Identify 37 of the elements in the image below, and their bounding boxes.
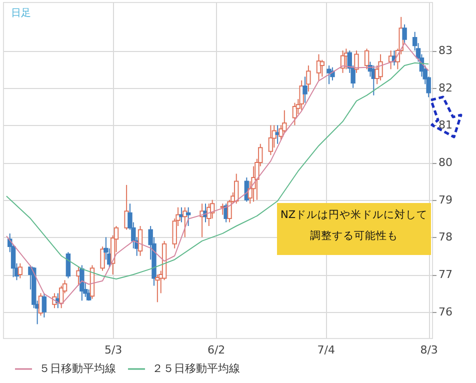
- candlestick: [182, 206, 188, 238]
- candlestick: [326, 64, 332, 85]
- y-tick-label: 78: [438, 230, 452, 244]
- candlestick: [155, 274, 160, 303]
- y-tick-label: 83: [438, 44, 452, 58]
- y-tick-label: 79: [438, 193, 452, 206]
- line-series: [6, 42, 430, 305]
- y-tick-label: 81: [438, 118, 452, 132]
- candlestick: [402, 24, 407, 44]
- candlestick: [186, 206, 191, 226]
- candlestick: [42, 292, 47, 318]
- candlestick: [354, 50, 359, 74]
- candlestick: [299, 80, 304, 111]
- candlestick: [302, 76, 308, 104]
- x-tick-label: 6/2: [207, 344, 226, 356]
- legend-label: ５日移動平均線: [39, 362, 116, 375]
- y-tick-label: 80: [438, 156, 452, 170]
- candlestick: [138, 226, 143, 256]
- candlestick: [268, 124, 274, 156]
- x-tick-label: 7/4: [317, 344, 335, 356]
- candlestick: [378, 54, 383, 81]
- annotation: NZドルは円や米ドルに対して調整する可能性も: [280, 208, 428, 242]
- y-tick-label: 82: [438, 81, 452, 94]
- candlestick: [234, 173, 239, 204]
- candlestick: [100, 246, 105, 272]
- annotation: 日足: [11, 8, 31, 19]
- x-tick-label: 8/3: [420, 344, 438, 356]
- x-tick-label: 5/3: [104, 344, 122, 356]
- candlestick: [18, 262, 23, 279]
- legend-label: ２５日移動平均線: [152, 362, 240, 375]
- candlestick: [306, 64, 311, 92]
- candlestick: [80, 264, 84, 302]
- y-tick-label: 76: [438, 305, 452, 318]
- y-tick-label: 77: [438, 268, 452, 282]
- candlestick: [66, 252, 71, 279]
- candlestick: [364, 48, 370, 70]
- candlestick: [320, 59, 325, 78]
